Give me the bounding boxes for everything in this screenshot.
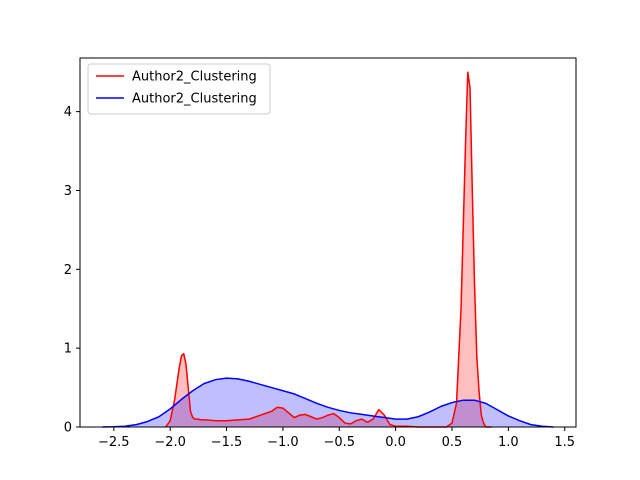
plot-frame	[79, 57, 577, 428]
tick-layer: −2.5 −2.0 −1.5 −1.0 −0.5 0.0 0.5 1.0 1.5 0 1 2 3 4	[64, 105, 575, 450]
x-tick-label: −2.0	[154, 435, 186, 450]
x-tick-label: −0.5	[323, 435, 355, 450]
x-tick-label: 0.5	[442, 435, 463, 450]
y-tick-label: 2	[64, 263, 72, 278]
x-tick-label: 1.5	[554, 435, 575, 450]
x-tick-label: −1.0	[267, 435, 299, 450]
y-tick-label: 3	[64, 184, 72, 199]
legend: Author2_Clustering Author2_Clustering	[87, 63, 271, 115]
x-tick-label: 1.0	[498, 435, 519, 450]
y-tick-label: 4	[64, 105, 72, 120]
legend-box	[87, 63, 271, 115]
series-layer	[102, 71, 554, 428]
series-2-line	[102, 377, 554, 428]
y-tick-label: 1	[64, 342, 72, 357]
legend-label: Author2_Clustering	[132, 92, 257, 107]
x-tick-label: −1.5	[211, 435, 243, 450]
x-tick-label: −2.5	[98, 435, 130, 450]
x-tick-label: 0.0	[385, 435, 406, 450]
legend-label: Author2_Clustering	[132, 70, 257, 85]
series-1-fill	[165, 72, 492, 427]
y-tick-label: 0	[64, 421, 72, 436]
series-2-fill	[102, 378, 554, 427]
series-1-line	[165, 71, 492, 428]
